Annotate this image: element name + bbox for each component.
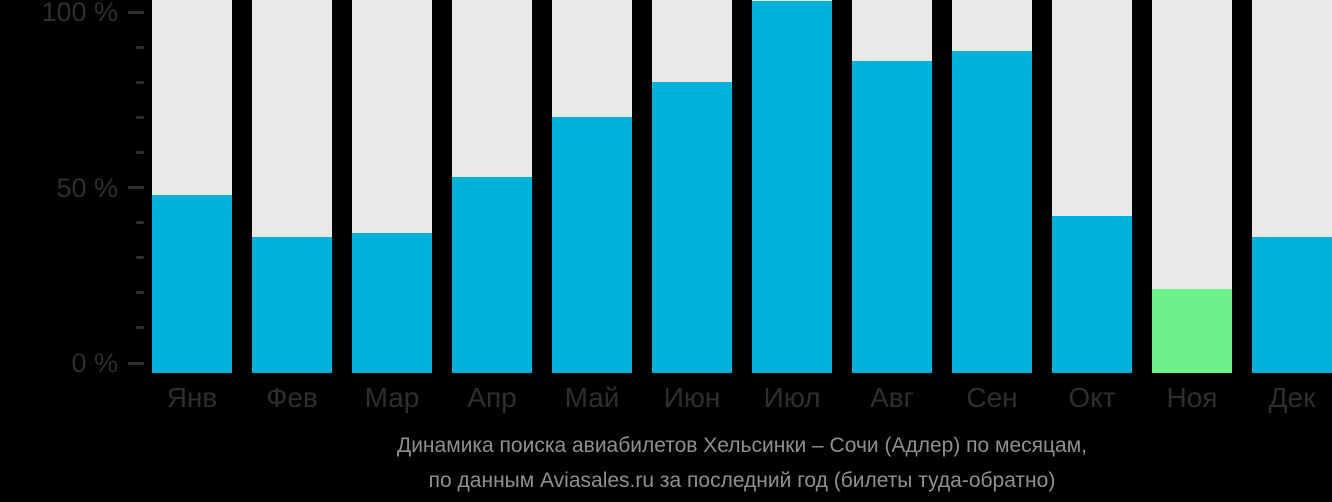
y-axis-minor-tick-10 bbox=[136, 326, 144, 330]
bar-Сен bbox=[952, 50, 1032, 373]
y-axis-minor-tick-90 bbox=[136, 45, 144, 49]
y-axis-label-50: 50 % bbox=[56, 172, 118, 203]
bar-Окт bbox=[1052, 215, 1132, 373]
y-axis-major-tick-0 bbox=[128, 361, 144, 365]
x-axis-label-Янв: Янв bbox=[166, 382, 218, 413]
bar-Авг bbox=[852, 61, 932, 373]
y-axis-minor-tick-40 bbox=[136, 221, 144, 225]
y-axis-minor-tick-80 bbox=[136, 80, 144, 84]
bar-column-5 bbox=[552, 0, 632, 373]
x-axis-label-Июн: Июн bbox=[663, 382, 721, 413]
bar-Янв bbox=[152, 194, 232, 373]
bar-column-3 bbox=[352, 0, 432, 373]
y-axis-major-tick-100 bbox=[128, 10, 144, 14]
bar-column-2 bbox=[252, 0, 332, 373]
y-axis-label-100: 100 % bbox=[41, 0, 118, 27]
y-axis-minor-tick-70 bbox=[136, 115, 144, 119]
bar-Май bbox=[552, 117, 632, 373]
bar-Июн bbox=[652, 82, 732, 373]
x-axis-label-Дек: Дек bbox=[1268, 382, 1316, 413]
x-axis-label-Май: Май bbox=[564, 382, 620, 413]
bar-column-9 bbox=[952, 0, 1032, 373]
bar-column-11 bbox=[1152, 0, 1232, 373]
bar-Апр bbox=[452, 176, 532, 373]
x-axis-label-Мар: Мар bbox=[364, 382, 420, 413]
caption-line-1: Динамика поиска авиабилетов Хельсинки – … bbox=[396, 434, 1087, 457]
bar-Ноя bbox=[1152, 289, 1232, 373]
bar-Мар bbox=[352, 233, 432, 373]
y-axis-label-0: 0 % bbox=[71, 348, 118, 378]
bar-column-7 bbox=[752, 0, 832, 373]
y-axis-minor-tick-20 bbox=[136, 291, 144, 295]
x-axis-label-Окт: Окт bbox=[1068, 382, 1116, 413]
x-axis-label-Апр: Апр bbox=[467, 382, 517, 413]
chart-caption: Динамика поиска авиабилетов Хельсинки – … bbox=[152, 428, 1332, 498]
x-axis-label-Фев: Фев bbox=[266, 382, 318, 413]
x-axis-label-Сен: Сен bbox=[966, 382, 1018, 413]
x-axis-label-Авг: Авг bbox=[870, 382, 914, 413]
y-axis-major-tick-50 bbox=[128, 186, 144, 189]
bar-Дек bbox=[1252, 236, 1332, 373]
bar-column-4 bbox=[452, 0, 532, 373]
bar-column-10 bbox=[1052, 0, 1132, 373]
y-axis-minor-tick-30 bbox=[136, 256, 144, 260]
bar-column-8 bbox=[852, 0, 932, 373]
bar-column-12 bbox=[1252, 0, 1332, 373]
caption-line-2: по данным Aviasales.ru за последний год … bbox=[428, 469, 1056, 492]
x-axis-label-Ноя: Ноя bbox=[1166, 382, 1218, 413]
bar-column-1 bbox=[152, 0, 232, 373]
bar-column-6 bbox=[652, 0, 732, 373]
x-axis-label-Июл: Июл bbox=[763, 382, 821, 413]
bar-Фев bbox=[252, 236, 332, 373]
bar-Июл bbox=[752, 1, 832, 373]
y-axis-minor-tick-60 bbox=[136, 150, 144, 154]
